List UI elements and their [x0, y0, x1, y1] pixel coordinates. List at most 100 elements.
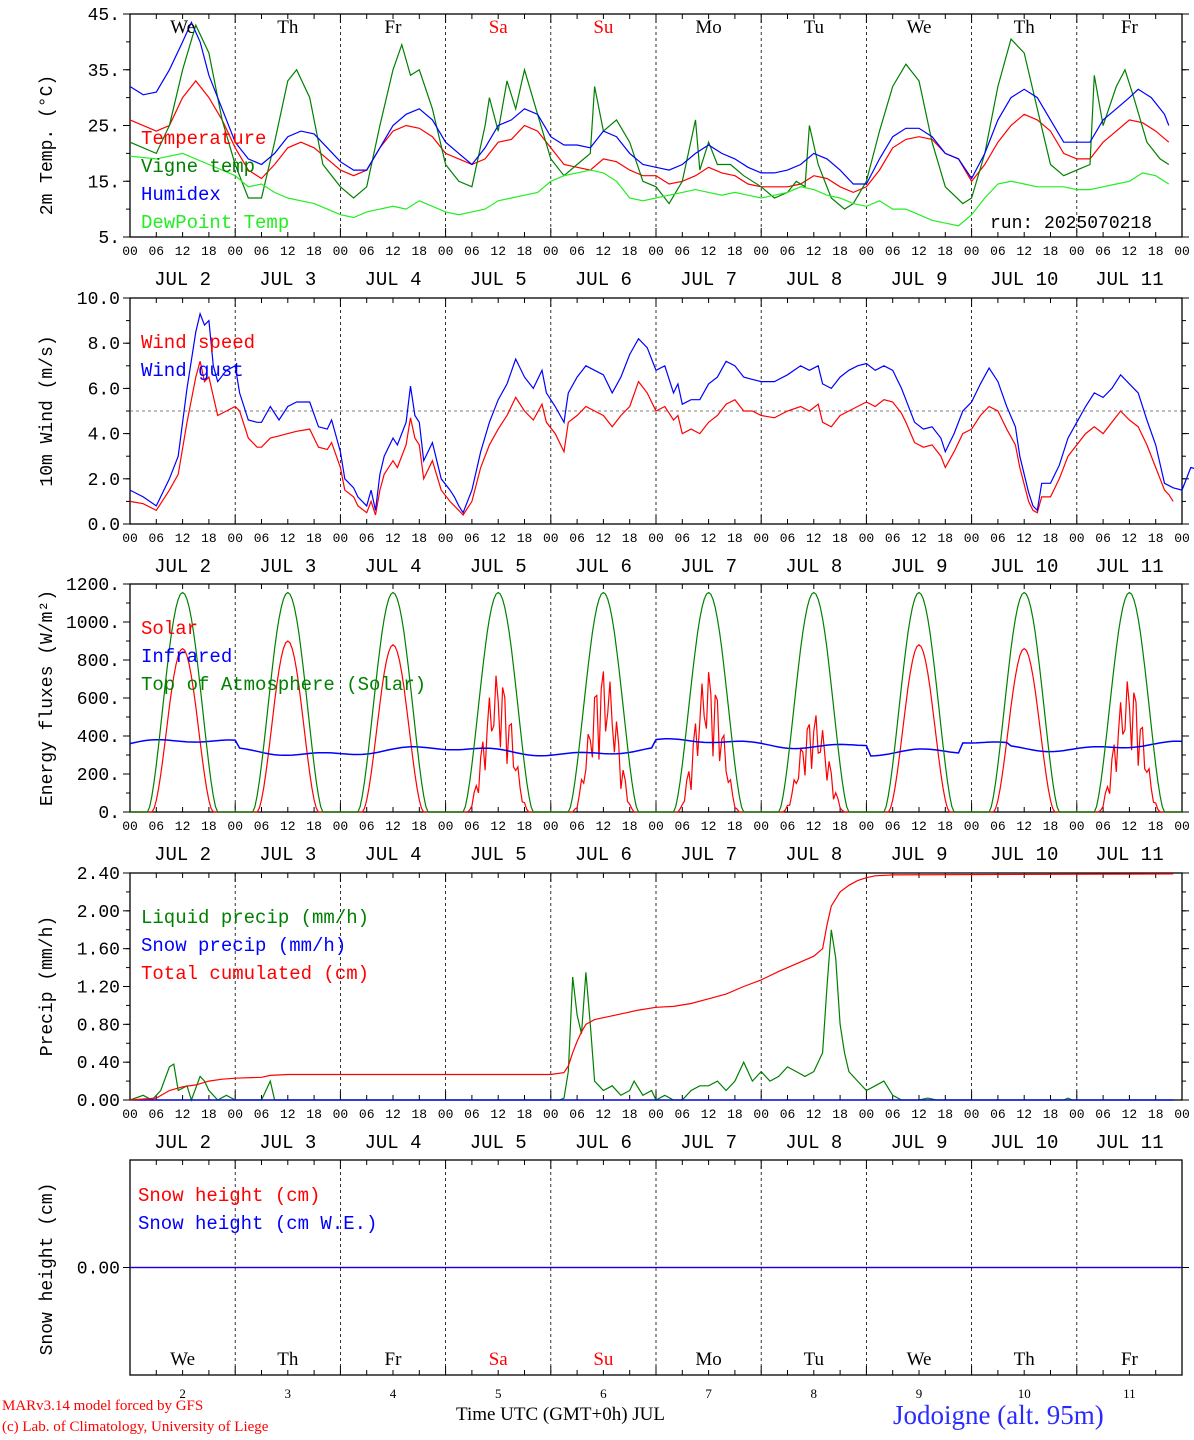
- energy-series-solar: [130, 640, 1182, 813]
- temp-date-label: JUL 10: [990, 269, 1058, 291]
- temp-weekday-label: Th: [277, 17, 299, 38]
- precip-hour-label: 06: [464, 1107, 480, 1122]
- energy-hour-label: 12: [596, 819, 612, 834]
- precip-hour-label: 06: [674, 1107, 690, 1122]
- precip-hour-label: 00: [1069, 1107, 1085, 1122]
- energy-hour-label: 06: [674, 819, 690, 834]
- temp-hour-label: 18: [832, 244, 848, 259]
- temp-hour-label: 12: [1016, 244, 1032, 259]
- energy-legend-infrared: Infrared: [141, 646, 232, 668]
- temp-date-label: JUL 8: [785, 269, 842, 291]
- precip-y-tick-label: 2.00: [77, 903, 120, 923]
- snow-weekday-label: We: [170, 1349, 195, 1370]
- temp-hour-label: 00: [964, 244, 980, 259]
- wind-hour-label: 12: [280, 531, 296, 546]
- snow-date-number: 9: [916, 1386, 923, 1401]
- energy-hour-label: 12: [701, 819, 717, 834]
- temp-legend-humidex: Humidex: [141, 184, 221, 206]
- temp-hour-label: 06: [674, 244, 690, 259]
- temp-legend-dewpoint-temp: DewPoint Temp: [141, 212, 289, 234]
- temp-legend-temperature: Temperature: [141, 128, 266, 150]
- temp-hour-label: 12: [490, 244, 506, 259]
- snow-weekday-label: Fr: [1121, 1349, 1139, 1370]
- energy-hour-label: 12: [385, 819, 401, 834]
- precip-hour-label: 12: [280, 1107, 296, 1122]
- energy-y-tick-label: 200.: [77, 766, 120, 786]
- energy-hour-label: 12: [175, 819, 191, 834]
- snow-weekday-label: Tu: [804, 1349, 825, 1370]
- precip-hour-label: 06: [885, 1107, 901, 1122]
- precip-y-tick-label: 0.80: [77, 1016, 120, 1036]
- energy-hour-label: 12: [806, 819, 822, 834]
- wind-hour-label: 00: [964, 531, 980, 546]
- temp-hour-label: 18: [201, 244, 217, 259]
- precip-date-label: JUL 3: [259, 1132, 316, 1154]
- precip-hour-label: 18: [1043, 1107, 1059, 1122]
- precip-hour-label: 12: [596, 1107, 612, 1122]
- precip-hour-label: 00: [122, 1107, 138, 1122]
- temp-hour-label: 06: [885, 244, 901, 259]
- precip-hour-label: 12: [1016, 1107, 1032, 1122]
- wind-hour-label: 00: [122, 531, 138, 546]
- wind-hour-label: 00: [227, 531, 243, 546]
- temp-hour-label: 00: [1174, 244, 1190, 259]
- temp-hour-label: 06: [254, 244, 270, 259]
- precip-legend-total-cumulated-cm: Total cumulated (cm): [141, 963, 369, 985]
- energy-hour-label: 06: [990, 819, 1006, 834]
- precip-hour-label: 12: [911, 1107, 927, 1122]
- temp-hour-label: 12: [175, 244, 191, 259]
- wind-legend-wind-gust: Wind gust: [141, 360, 244, 382]
- wind-hour-label: 18: [832, 531, 848, 546]
- temp-hour-label: 06: [569, 244, 585, 259]
- energy-hour-label: 06: [359, 819, 375, 834]
- energy-hour-label: 18: [727, 819, 743, 834]
- temp-hour-label: 12: [1122, 244, 1138, 259]
- temp-weekday-label: Mo: [695, 17, 721, 38]
- precip-hour-label: 06: [990, 1107, 1006, 1122]
- precip-hour-label: 00: [1174, 1107, 1190, 1122]
- precip-y-tick-label: 1.20: [77, 979, 120, 999]
- wind-hour-label: 06: [885, 531, 901, 546]
- temp-weekday-label: Fr: [1121, 17, 1139, 38]
- snow-date-number: 5: [495, 1386, 502, 1401]
- temp-hour-label: 00: [1069, 244, 1085, 259]
- precip-hour-label: 00: [964, 1107, 980, 1122]
- precip-y-tick-label: 1.60: [77, 941, 120, 961]
- energy-date-label: JUL 7: [680, 844, 737, 866]
- snow-legend-snow-height-cm-w-e: Snow height (cm W.E.): [138, 1213, 377, 1235]
- energy-hour-label: 06: [885, 819, 901, 834]
- precip-hour-label: 12: [701, 1107, 717, 1122]
- run-label: run: 2025070218: [990, 214, 1152, 234]
- wind-hour-label: 12: [911, 531, 927, 546]
- energy-date-label: JUL 5: [470, 844, 527, 866]
- temp-hour-label: 12: [596, 244, 612, 259]
- temp-y-tick-label: 15.: [88, 173, 120, 193]
- wind-series-wind-speed: [129, 361, 1174, 516]
- precip-hour-label: 18: [1148, 1107, 1164, 1122]
- energy-hour-label: 00: [438, 819, 454, 834]
- temp-hour-label: 00: [543, 244, 559, 259]
- energy-hour-label: 12: [1122, 819, 1138, 834]
- energy-hour-label: 00: [227, 819, 243, 834]
- energy-hour-label: 00: [1174, 819, 1190, 834]
- wind-hour-label: 18: [306, 531, 322, 546]
- temp-hour-label: 00: [333, 244, 349, 259]
- wind-hour-label: 06: [1095, 531, 1111, 546]
- wind-y-tick-label: 10.0: [77, 290, 120, 310]
- energy-hour-label: 00: [122, 819, 138, 834]
- wind-hour-label: 00: [753, 531, 769, 546]
- precip-legend-snow-precip-mm-h: Snow precip (mm/h): [141, 935, 346, 957]
- precip-hour-label: 18: [622, 1107, 638, 1122]
- energy-hour-label: 06: [1095, 819, 1111, 834]
- precip-hour-label: 00: [648, 1107, 664, 1122]
- precip-hour-label: 00: [333, 1107, 349, 1122]
- energy-y-tick-label: 400.: [77, 728, 120, 748]
- precip-y-tick-label: 0.40: [77, 1054, 120, 1074]
- temp-weekday-label: Tu: [804, 17, 825, 38]
- energy-hour-label: 06: [569, 819, 585, 834]
- energy-hour-label: 12: [1016, 819, 1032, 834]
- wind-date-label: JUL 6: [575, 556, 632, 578]
- wind-hour-label: 06: [674, 531, 690, 546]
- wind-hour-label: 12: [596, 531, 612, 546]
- temp-hour-label: 18: [622, 244, 638, 259]
